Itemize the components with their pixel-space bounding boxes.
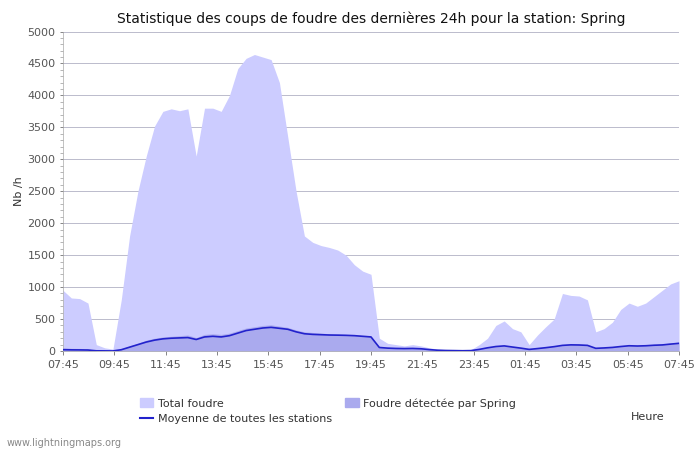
Title: Statistique des coups de foudre des dernières 24h pour la station: Spring: Statistique des coups de foudre des dern…: [117, 12, 625, 26]
Text: Heure: Heure: [631, 412, 665, 422]
Y-axis label: Nb /h: Nb /h: [15, 176, 24, 206]
Text: www.lightningmaps.org: www.lightningmaps.org: [7, 438, 122, 448]
Legend: Total foudre, Moyenne de toutes les stations, Foudre détectée par Spring: Total foudre, Moyenne de toutes les stat…: [140, 398, 516, 424]
